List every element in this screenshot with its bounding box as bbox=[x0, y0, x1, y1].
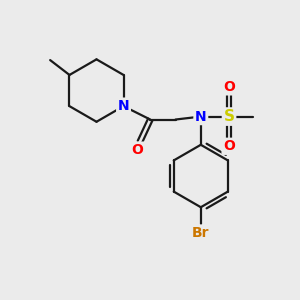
Text: O: O bbox=[223, 139, 235, 153]
Text: S: S bbox=[224, 109, 235, 124]
Text: O: O bbox=[223, 80, 235, 94]
Text: O: O bbox=[132, 143, 143, 157]
Text: N: N bbox=[118, 99, 129, 113]
Text: N: N bbox=[195, 110, 207, 124]
Text: Br: Br bbox=[192, 226, 210, 240]
